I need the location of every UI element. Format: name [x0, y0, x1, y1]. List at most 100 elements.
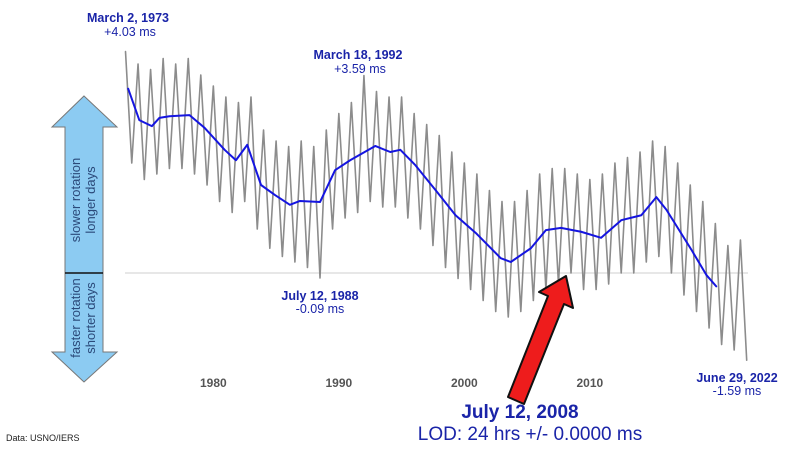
smoothed-line-point: [715, 286, 718, 288]
raw-line-point: [539, 173, 541, 175]
smoothed-line-point: [274, 194, 276, 196]
raw-line-point: [451, 151, 453, 153]
raw-line-point: [281, 255, 283, 258]
raw-line-point: [702, 200, 704, 203]
raw-line-point: [626, 156, 629, 159]
down-label-1: faster rotation: [68, 278, 83, 358]
raw-line-point: [733, 349, 735, 351]
annotation-1973-value: +4.03 ms: [104, 25, 156, 39]
raw-line-point: [419, 228, 422, 230]
smoothed-line-point: [620, 219, 622, 221]
down-label-2: shorter days: [83, 282, 98, 354]
raw-line-point: [495, 310, 497, 313]
smoothed-line-point: [127, 87, 129, 89]
raw-line-point: [582, 288, 585, 291]
raw-line-point: [413, 112, 415, 115]
raw-line-point: [350, 101, 352, 104]
raw-line-point: [244, 200, 246, 203]
annotation-1973-date: March 2, 1973: [87, 11, 169, 25]
x-tick-label: 2010: [576, 376, 603, 390]
raw-line-point: [432, 244, 434, 247]
raw-line-point: [520, 310, 522, 313]
smoothed-line-point: [299, 200, 301, 202]
x-tick-label: 1990: [325, 376, 352, 390]
raw-line-point: [175, 63, 177, 65]
raw-line: [124, 51, 748, 361]
raw-line-point: [137, 63, 139, 65]
raw-line-point: [658, 255, 660, 258]
smoothed-line-point: [500, 257, 502, 259]
smoothed-line-point: [454, 214, 457, 216]
raw-line-point: [357, 211, 359, 214]
raw-line-point: [444, 266, 447, 269]
raw-line-point: [124, 50, 127, 52]
raw-line-point: [219, 200, 221, 203]
raw-line-point: [564, 167, 566, 170]
raw-line-point: [400, 96, 403, 98]
raw-line-point: [306, 266, 309, 269]
up-label-1: slower rotation: [68, 158, 83, 243]
raw-line-point: [407, 217, 409, 219]
raw-line-point: [683, 294, 685, 296]
raw-line-point: [313, 145, 315, 148]
raw-line-point: [739, 239, 742, 241]
raw-line-point: [714, 222, 716, 225]
raw-line-point: [200, 74, 202, 76]
raw-line-point: [338, 112, 340, 115]
raw-line-point: [369, 200, 371, 203]
down-arrow-shape: [50, 272, 119, 383]
raw-line-point: [482, 299, 484, 302]
raw-line-point: [620, 272, 622, 274]
smoothed-line-point: [530, 247, 532, 249]
smoothed-line-point: [158, 117, 160, 119]
annotation-1992-value: +3.59 ms: [334, 62, 386, 76]
raw-line-point: [576, 173, 578, 175]
raw-line-point: [275, 140, 277, 142]
raw-line-point: [608, 283, 610, 285]
raw-line-point: [695, 310, 698, 313]
raw-line-point: [388, 96, 390, 98]
raw-line-point: [708, 327, 710, 329]
raw-series: [124, 50, 748, 362]
raw-line-point: [670, 272, 673, 274]
smoothed-line-point: [414, 164, 416, 166]
raw-line-point: [375, 90, 378, 93]
raw-line-point: [193, 173, 196, 175]
raw-line-point: [300, 140, 302, 142]
raw-line-point: [677, 162, 679, 164]
x-tick-label: 1980: [200, 376, 227, 390]
raw-line-point: [664, 145, 666, 148]
raw-line-point: [463, 162, 465, 164]
raw-line-point: [589, 178, 591, 181]
raw-line-point: [212, 85, 214, 87]
raw-line-point: [206, 184, 208, 186]
smoothed-line: [127, 87, 718, 288]
raw-line-point: [645, 261, 647, 263]
smoothed-series: [127, 87, 718, 288]
data-source: Data: USNO/IERS: [6, 433, 80, 443]
smoothed-line-point: [640, 214, 642, 216]
raw-line-point: [507, 316, 509, 318]
raw-line-point: [570, 272, 572, 274]
raw-line-point: [162, 57, 164, 60]
raw-line-point: [488, 189, 491, 192]
raw-line-point: [501, 200, 503, 203]
raw-line-point: [614, 162, 616, 164]
x-tick-label: 2000: [451, 376, 478, 390]
raw-line-point: [156, 173, 158, 175]
raw-line-point: [633, 272, 635, 274]
smoothed-line-point: [260, 184, 262, 186]
smoothed-line-point: [665, 209, 667, 211]
raw-line-point: [131, 162, 133, 164]
raw-line-point: [237, 101, 240, 104]
raw-line-point: [601, 173, 603, 175]
smoothed-line-point: [235, 159, 237, 161]
raw-line-point: [288, 145, 290, 148]
raw-line-point: [438, 134, 440, 137]
raw-line-point: [231, 211, 233, 214]
raw-line-point: [476, 173, 478, 175]
raw-line-point: [225, 96, 227, 98]
raw-line-point: [262, 129, 265, 131]
raw-line-point: [470, 288, 472, 291]
